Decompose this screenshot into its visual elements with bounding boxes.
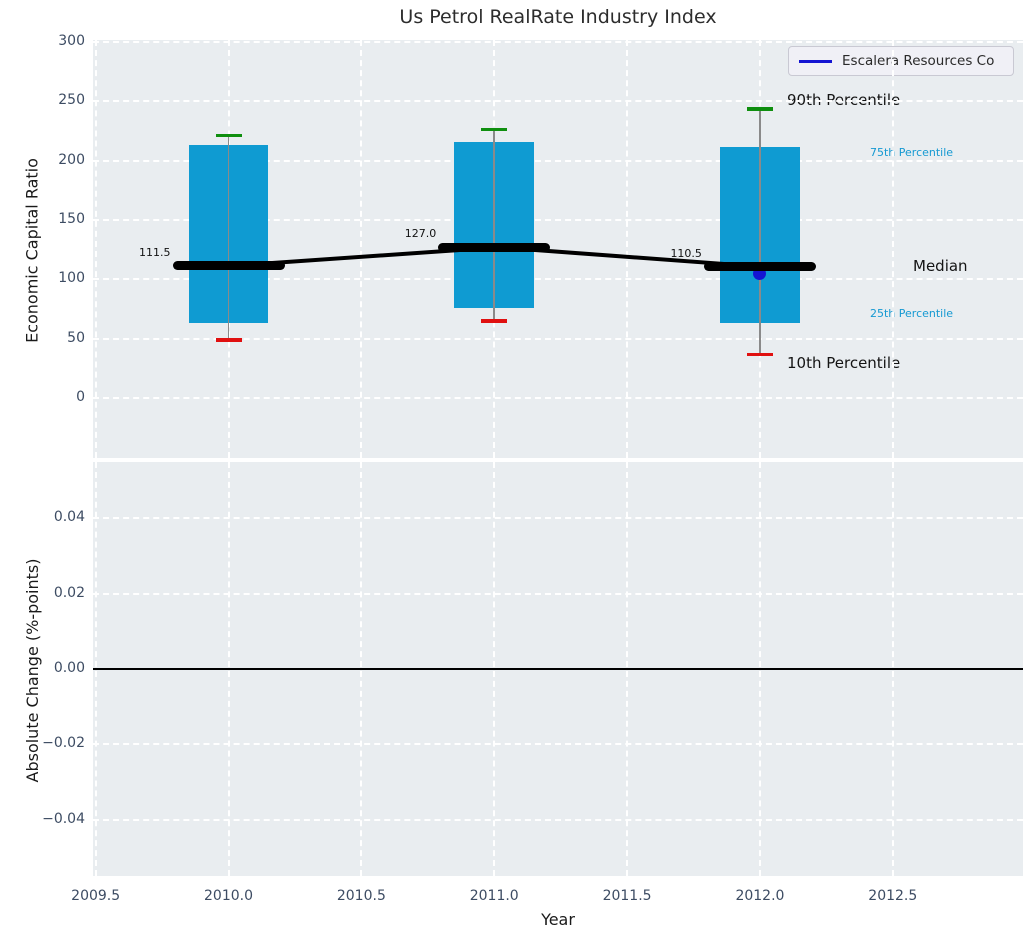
x-tick-label: 2012.5 <box>868 888 918 904</box>
y-tick-label: 0.00 <box>53 660 85 676</box>
annotation-25th-percentile: 25th Percentile <box>870 307 954 320</box>
gridline-horizontal <box>93 100 1023 103</box>
gridline-horizontal <box>93 517 1023 520</box>
x-tick-label: 2010.5 <box>336 888 386 904</box>
whisker-cap-90th <box>481 127 508 132</box>
gridline-horizontal <box>93 40 1023 43</box>
whisker-cap-90th <box>215 133 242 138</box>
median-segment <box>172 261 285 271</box>
y-tick-label: −0.02 <box>42 735 85 752</box>
median-value-label: 127.0 <box>404 227 437 241</box>
median-segment <box>438 242 551 252</box>
gridline-horizontal <box>93 397 1023 400</box>
whisker-line <box>227 135 230 340</box>
x-tick-label: 2012.0 <box>735 888 785 904</box>
y-tick-label: 0.02 <box>53 584 85 601</box>
x-tick-label: 2009.5 <box>71 888 121 904</box>
annotation-90th-percentile: 90th Percentile <box>787 91 901 109</box>
y-tick-label: 300 <box>58 32 85 49</box>
x-tick-label: 2010.0 <box>204 888 253 904</box>
legend-line-sample-icon <box>799 59 832 63</box>
x-axis-label: Year <box>541 910 575 929</box>
annotation-median: Median <box>913 257 968 275</box>
legend-label: Escalera Resources Co <box>842 53 995 69</box>
gridline-vertical <box>626 40 629 458</box>
annotation-10th-percentile: 10th Percentile <box>787 354 901 372</box>
y-tick-label: 0.04 <box>53 509 85 526</box>
y-tick-label: 250 <box>58 92 85 109</box>
whisker-cap-10th <box>746 352 773 357</box>
y-axis-label-top: Economic Capital Ratio <box>22 158 42 343</box>
y-tick-label: 100 <box>58 270 85 287</box>
median-value-label: 111.5 <box>139 245 171 259</box>
annotation-75th-percentile: 75th Percentile <box>870 146 954 159</box>
gridline-horizontal <box>93 743 1023 746</box>
legend: Escalera Resources Co <box>788 46 1014 76</box>
gridline-horizontal <box>93 818 1023 821</box>
y-tick-label: −0.04 <box>42 810 85 827</box>
gridline-horizontal <box>93 159 1023 162</box>
y-tick-label: 200 <box>58 151 85 168</box>
chart-title: Us Petrol RealRate Industry Index <box>399 6 717 28</box>
gridline-vertical <box>94 40 97 458</box>
whisker-cap-10th <box>215 338 242 342</box>
median-value-label: 110.5 <box>670 246 702 260</box>
whisker-cap-10th <box>481 319 508 323</box>
x-tick-label: 2011.5 <box>602 888 652 904</box>
median-segment <box>703 262 816 272</box>
zero-line <box>93 667 1023 671</box>
gridline-horizontal <box>93 218 1023 221</box>
y-tick-label: 150 <box>58 210 85 227</box>
whisker-line <box>759 109 761 355</box>
gridline-vertical <box>360 40 363 458</box>
whisker-cap-90th <box>746 107 773 111</box>
gridline-vertical <box>891 40 894 458</box>
y-tick-label: 50 <box>67 329 85 346</box>
x-tick-label: 2011.0 <box>469 888 519 904</box>
gridline-horizontal <box>93 278 1023 281</box>
y-tick-label: 0 <box>76 389 85 406</box>
gridline-horizontal <box>93 592 1023 595</box>
gridline-horizontal <box>93 337 1023 340</box>
whisker-line <box>493 129 495 321</box>
